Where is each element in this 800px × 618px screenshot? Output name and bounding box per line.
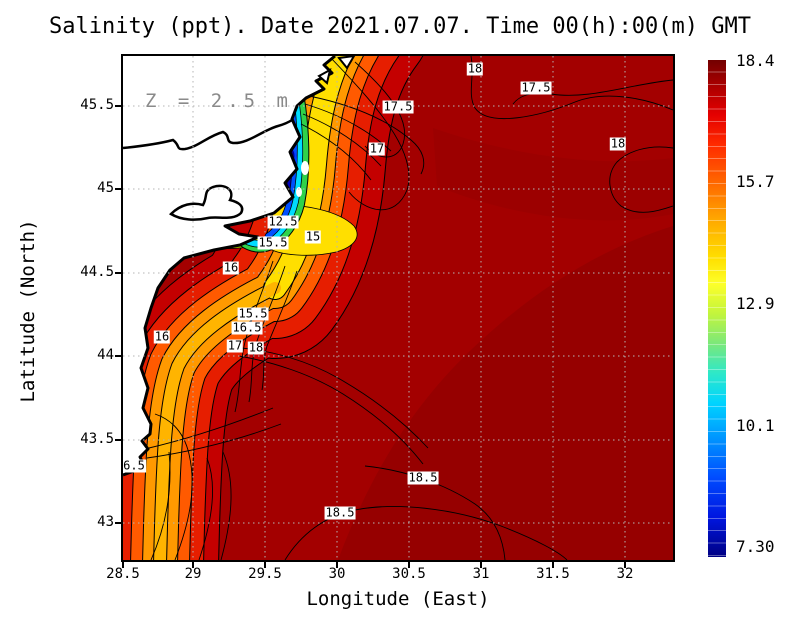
delta-islet <box>317 68 332 85</box>
y-tick-label: 43 <box>97 514 114 530</box>
colorbar-tick-label: 15.7 <box>736 172 775 191</box>
x-tick-label: 31.5 <box>536 566 570 582</box>
y-axis-label: Latitude (North) <box>17 219 39 403</box>
contour-label: 15 <box>304 229 322 244</box>
x-tick-mark <box>480 562 482 568</box>
y-tick-mark <box>115 355 121 357</box>
contour-label: 18.5 <box>407 470 439 485</box>
y-tick-mark <box>115 439 121 441</box>
colorbar-tick-label: 18.4 <box>736 51 775 70</box>
depth-annotation: Z = 2.5 m <box>145 90 293 112</box>
contour-label: 16 <box>222 260 240 275</box>
plot-title: Salinity (ppt). Date 2021.07.07. Time 00… <box>49 14 751 39</box>
x-tick-label: 29 <box>184 566 202 582</box>
y-tick-mark <box>115 272 121 274</box>
x-tick-mark <box>192 562 194 568</box>
y-tick-label: 45.5 <box>80 97 114 113</box>
x-tick-mark <box>122 562 124 568</box>
contour-label: 16.5 <box>231 320 263 335</box>
colorbar-tick-label: 7.30 <box>736 537 775 556</box>
y-tick-label: 44.5 <box>80 264 114 280</box>
y-tick-mark <box>115 105 121 107</box>
contour-label: 17 <box>226 338 244 353</box>
x-axis-label: Longitude (East) <box>306 588 490 610</box>
contour-label: 12.5 <box>267 214 299 229</box>
contour-label: 18 <box>466 61 484 76</box>
salinity-contour-map <box>123 56 673 560</box>
x-tick-label: 29.5 <box>248 566 282 582</box>
coastline <box>123 56 336 477</box>
colorbar-tick-label: 10.1 <box>736 416 775 435</box>
land-mass <box>123 56 356 477</box>
x-tick-label: 30 <box>328 566 346 582</box>
delta-islet <box>337 56 356 70</box>
contour-lines <box>146 56 673 560</box>
x-tick-mark <box>264 562 266 568</box>
contour-label: 18.5 <box>324 505 356 520</box>
contour-label: 16 <box>153 329 171 344</box>
contour-label: 17 <box>368 141 386 156</box>
contour-label: 17.5 <box>520 80 552 95</box>
unflooded-cell <box>301 161 309 175</box>
colorbar-tick-label: 12.9 <box>736 294 775 313</box>
x-tick-mark <box>408 562 410 568</box>
y-tick-label: 45 <box>97 180 114 196</box>
y-tick-mark <box>115 522 121 524</box>
contour-label: 15.5 <box>257 235 289 250</box>
y-tick-label: 43.5 <box>80 431 114 447</box>
contour-label: 18 <box>247 340 265 355</box>
contour-label: 18 <box>609 136 627 151</box>
lagoon-shoreline <box>123 118 293 151</box>
y-tick-mark <box>115 188 121 190</box>
x-tick-mark <box>336 562 338 568</box>
x-tick-mark <box>552 562 554 568</box>
contour-label: 6.5 <box>123 458 146 473</box>
colorbar <box>708 60 726 557</box>
x-tick-label: 32 <box>616 566 634 582</box>
graticule-gridlines <box>123 56 673 560</box>
y-tick-label: 44 <box>97 347 114 363</box>
unflooded-cell <box>296 187 302 197</box>
map-plot-area: 18 17.5 17.5 17 18 12.5 15 15.5 16 15.5 16.5 17 18 16… <box>121 54 675 562</box>
contour-label: 17.5 <box>382 99 414 114</box>
contour-label: 15.5 <box>237 306 269 321</box>
lagoon-shoreline <box>168 184 244 221</box>
x-tick-label: 30.5 <box>392 566 426 582</box>
x-tick-label: 28.5 <box>106 566 140 582</box>
x-tick-label: 31 <box>472 566 490 582</box>
x-tick-mark <box>624 562 626 568</box>
